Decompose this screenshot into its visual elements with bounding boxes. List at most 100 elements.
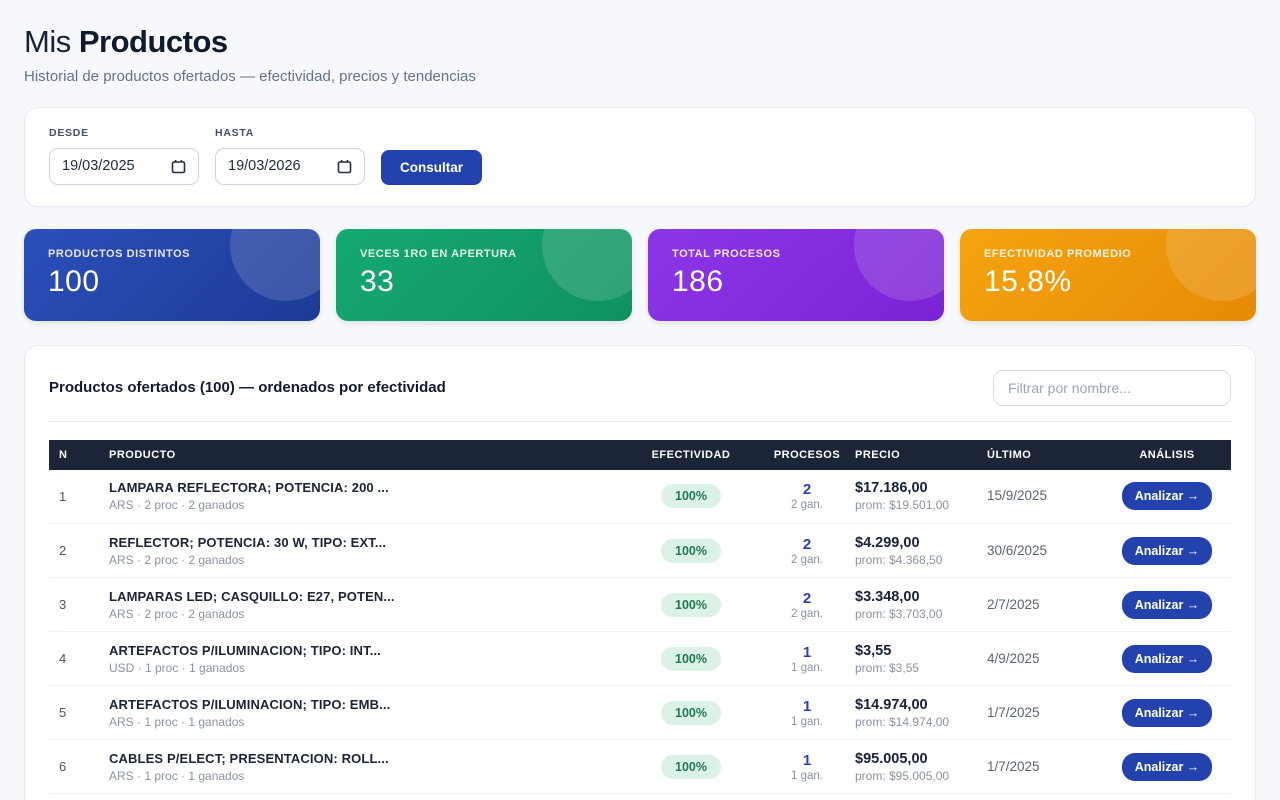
analysis-cell: Analizar → [1103, 578, 1231, 632]
price-value: $95.005,00 [855, 751, 983, 767]
price-average: prom: $3,55 [855, 661, 983, 675]
price-value: $3.348,00 [855, 589, 983, 605]
stats-row: PRODUCTOS DISTINTOS 100 VECES 1RO EN APE… [24, 229, 1256, 321]
row-number: 1 [49, 470, 107, 524]
processes-won: 1 gan. [763, 662, 851, 674]
page: Mis Productos Historial de productos ofe… [0, 0, 1280, 800]
processes-cell: 1 1 gan. [761, 632, 853, 686]
to-date-field: HASTA 19/03/2026 [215, 127, 365, 185]
col-header-precio: PRECIO [853, 440, 985, 470]
last-date: 1/7/2025 [987, 759, 1040, 774]
table-row: 1 LAMPARA REFLECTORA; POTENCIA: 200 ... … [49, 470, 1231, 524]
col-header-n: N [49, 440, 107, 470]
product-cell: REFLECTOR; POTENCIA: 30 W, TIPO: EXT... … [107, 524, 621, 578]
from-date-input[interactable]: 19/03/2025 [49, 148, 199, 185]
last-date-cell: 4/9/2025 [985, 632, 1103, 686]
product-name: REFLECTOR; POTENCIA: 30 W, TIPO: EXT... [109, 535, 619, 550]
product-cell: LAMPARAS LED; CASQUILLO: E27, POTEN... A… [107, 578, 621, 632]
consultar-button[interactable]: Consultar [381, 150, 482, 185]
price-average: prom: $4.368,50 [855, 553, 983, 567]
product-meta: ARS · 2 proc · 2 ganados [109, 607, 619, 621]
product-meta: ARS · 2 proc · 2 ganados [109, 498, 619, 512]
to-date-label: HASTA [215, 127, 365, 139]
to-date-input[interactable]: 19/03/2026 [215, 148, 365, 185]
processes-count: 2 [763, 590, 851, 607]
row-number: 6 [49, 740, 107, 794]
effectiveness-badge: 100% [661, 755, 721, 779]
calendar-icon[interactable] [337, 159, 352, 174]
processes-count: 1 [763, 698, 851, 715]
product-name: ARTEFACTOS P/ILUMINACION; TIPO: INT... [109, 643, 619, 658]
price-value: $17.186,00 [855, 480, 983, 496]
analizar-button[interactable]: Analizar → [1122, 753, 1213, 781]
price-cell: $95.005,00 prom: $95.005,00 [853, 740, 985, 794]
stat-label: TOTAL PROCESOS [672, 248, 920, 260]
effectiveness-badge: 100% [661, 593, 721, 617]
processes-count: 2 [763, 481, 851, 498]
effectiveness-badge: 100% [661, 539, 721, 563]
analizar-button[interactable]: Analizar → [1122, 537, 1213, 565]
price-cell: $3.348,00 prom: $3.703,00 [853, 578, 985, 632]
last-date-cell: 30/6/2025 [985, 524, 1103, 578]
product-meta: ARS · 2 proc · 2 ganados [109, 553, 619, 567]
effectiveness-cell: 100% [621, 578, 761, 632]
price-value: $3,55 [855, 643, 983, 659]
effectiveness-badge: 100% [661, 484, 721, 508]
analizar-button[interactable]: Analizar → [1122, 645, 1213, 673]
analizar-button[interactable]: Analizar → [1122, 482, 1213, 510]
product-cell: ARTEFACTOS P/ILUMINACION; TIPO: INT... U… [107, 632, 621, 686]
last-date: 15/9/2025 [987, 488, 1047, 503]
price-cell: $17.186,00 prom: $19.501,00 [853, 470, 985, 524]
processes-cell: 1 1 gan. [761, 686, 853, 740]
table-row: 3 LAMPARAS LED; CASQUILLO: E27, POTEN...… [49, 578, 1231, 632]
processes-won: 2 gan. [763, 554, 851, 566]
price-value: $14.974,00 [855, 697, 983, 713]
processes-won: 1 gan. [763, 716, 851, 728]
page-title: Mis Productos [24, 24, 1256, 60]
processes-won: 2 gan. [763, 499, 851, 511]
effectiveness-cell: 100% [621, 632, 761, 686]
product-name: ARTEFACTOS P/ILUMINACION; TIPO: EMB... [109, 697, 619, 712]
product-meta: USD · 1 proc · 1 ganados [109, 661, 619, 675]
analizar-button[interactable]: Analizar → [1122, 699, 1213, 727]
product-name: LAMPARAS LED; CASQUILLO: E27, POTEN... [109, 589, 619, 604]
date-filter-card: DESDE 19/03/2025 HASTA 19/03/2026 Consu [24, 107, 1256, 207]
page-subtitle: Historial de productos ofertados — efect… [24, 68, 1256, 85]
page-title-bold: Productos [79, 24, 228, 59]
col-header-producto: PRODUCTO [107, 440, 621, 470]
last-date: 1/7/2025 [987, 705, 1040, 720]
price-cell: $3,55 prom: $3,55 [853, 632, 985, 686]
row-number: 2 [49, 524, 107, 578]
row-number: 4 [49, 632, 107, 686]
effectiveness-cell: 100% [621, 524, 761, 578]
product-cell: ARTEFACTOS P/ILUMINACION; TIPO: EMB... A… [107, 686, 621, 740]
last-date: 2/7/2025 [987, 597, 1040, 612]
calendar-icon[interactable] [171, 159, 186, 174]
last-date-cell: 1/7/2025 [985, 740, 1103, 794]
price-value: $4.299,00 [855, 535, 983, 551]
price-average: prom: $95.005,00 [855, 769, 983, 783]
processes-count: 1 [763, 644, 851, 661]
price-cell: $14.974,00 prom: $14.974,00 [853, 686, 985, 740]
row-number: 5 [49, 686, 107, 740]
table-header-row: N PRODUCTO EFECTIVIDAD PROCESOS PRECIO Ú… [49, 440, 1231, 470]
price-cell: $4.299,00 prom: $4.368,50 [853, 524, 985, 578]
processes-count: 1 [763, 752, 851, 769]
price-average: prom: $19.501,00 [855, 498, 983, 512]
product-name: CABLES P/ELECT; PRESENTACION: ROLL... [109, 751, 619, 766]
stat-card-productos-distintos: PRODUCTOS DISTINTOS 100 [24, 229, 320, 321]
stat-card-veces-1ro: VECES 1RO EN APERTURA 33 [336, 229, 632, 321]
analizar-button[interactable]: Analizar → [1122, 591, 1213, 619]
from-date-label: DESDE [49, 127, 199, 139]
product-name: LAMPARA REFLECTORA; POTENCIA: 200 ... [109, 480, 619, 495]
col-header-efectividad: EFECTIVIDAD [621, 440, 761, 470]
name-filter-input[interactable] [993, 370, 1231, 406]
stat-label: EFECTIVIDAD PROMEDIO [984, 248, 1232, 260]
last-date-cell: 2/7/2025 [985, 578, 1103, 632]
product-meta: ARS · 1 proc · 1 ganados [109, 769, 619, 783]
effectiveness-cell: 100% [621, 740, 761, 794]
analysis-cell: Analizar → [1103, 470, 1231, 524]
effectiveness-badge: 100% [661, 701, 721, 725]
products-table-card: Productos ofertados (100) — ordenados po… [24, 345, 1256, 800]
page-title-light: Mis [24, 24, 71, 59]
